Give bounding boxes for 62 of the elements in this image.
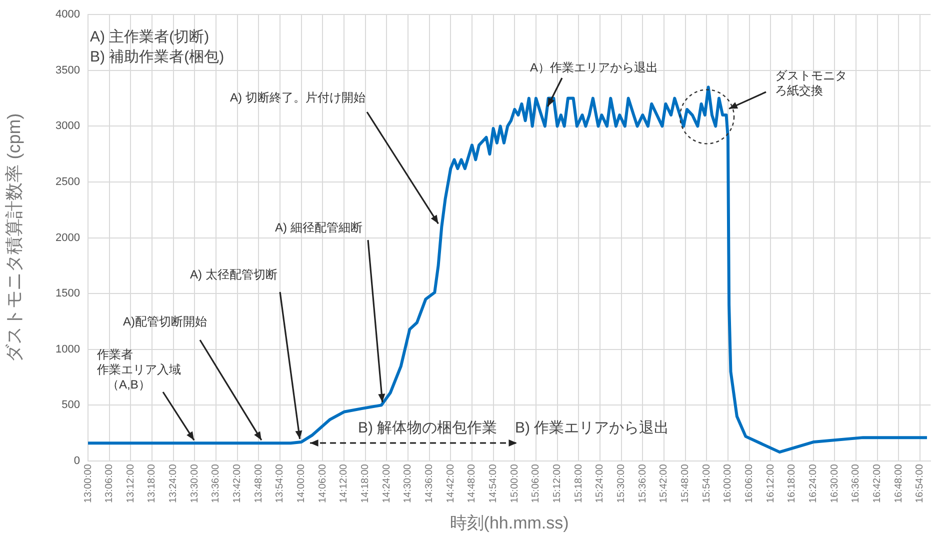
x-tick-label: 14:36:00 <box>424 464 436 503</box>
x-tick-label: 13:36:00 <box>210 464 222 503</box>
x-tick-label: 16:18:00 <box>786 464 798 503</box>
x-tick-label: 15:42:00 <box>658 464 670 503</box>
x-tick-label: 15:24:00 <box>594 464 606 503</box>
y-tick-label: 2000 <box>56 232 80 244</box>
x-tick-label: 13:18:00 <box>146 464 158 503</box>
x-tick-label: 13:00:00 <box>82 464 94 503</box>
x-tick-label: 14:12:00 <box>338 464 350 503</box>
x-tick-label: 16:12:00 <box>765 464 776 503</box>
x-tick-label: 15:18:00 <box>573 464 584 503</box>
x-tick-label: 16:42:00 <box>872 464 884 503</box>
x-tick-label: 14:30:00 <box>402 464 414 503</box>
x-tick-label: 15:30:00 <box>616 464 628 503</box>
x-axis-title: 時刻(hh.mm.ss) <box>450 513 569 532</box>
x-tick-label: 15:00:00 <box>509 464 520 503</box>
y-tick-label: 2500 <box>56 176 80 188</box>
x-tick-label: 14:00:00 <box>296 464 308 503</box>
x-tick-label: 16:06:00 <box>744 464 756 503</box>
annotation: B) 解体物の梱包作業 <box>358 420 498 437</box>
x-tick-label: 16:36:00 <box>850 464 862 503</box>
annotation: A) 切断終了。片付け開始 <box>230 90 366 104</box>
y-axis-title: ダストモニタ積算計数率 (cpm) <box>4 113 24 362</box>
x-tick-label: 15:54:00 <box>701 464 712 503</box>
y-tick-label: 3500 <box>56 64 80 76</box>
x-tick-label: 13:42:00 <box>232 464 244 503</box>
x-tick-label: 16:48:00 <box>893 464 904 503</box>
y-tick-label: 500 <box>62 399 80 412</box>
x-tick-label: 15:12:00 <box>552 464 564 503</box>
annotation: A)配管切断開始 <box>123 314 207 328</box>
x-tick-label: 15:48:00 <box>680 464 692 503</box>
annotation: 作業者作業エリア入域（A,B） <box>96 347 181 392</box>
x-tick-label: 15:36:00 <box>637 464 648 503</box>
y-tick-label: 1000 <box>56 343 80 356</box>
x-tick-label: 14:06:00 <box>317 464 328 503</box>
x-tick-label: 16:30:00 <box>829 464 840 503</box>
annotation: A) 主作業者(切断) <box>90 28 210 46</box>
x-tick-label: 13:24:00 <box>168 464 180 503</box>
x-tick-label: 14:54:00 <box>488 464 500 503</box>
x-tick-label: 13:54:00 <box>274 464 286 503</box>
x-tick-label: 16:00:00 <box>722 464 734 503</box>
annotation: A）作業エリアから退出 <box>530 60 658 74</box>
x-tick-label: 14:48:00 <box>466 464 478 503</box>
x-tick-label: 15:06:00 <box>530 464 542 503</box>
annotation: A) 細径配管細断 <box>275 220 362 234</box>
annotation: B) 作業エリアから退出 <box>515 420 670 437</box>
annotation: A) 太径配管切断 <box>190 267 278 282</box>
y-tick-label: 4000 <box>56 8 80 21</box>
y-tick-label: 0 <box>74 455 80 468</box>
x-tick-label: 13:12:00 <box>125 464 136 503</box>
annotation: B) 補助作業者(梱包) <box>90 48 224 66</box>
x-tick-label: 16:24:00 <box>808 464 820 503</box>
x-tick-label: 13:30:00 <box>189 464 200 503</box>
x-tick-label: 14:24:00 <box>381 464 392 503</box>
x-tick-label: 16:54:00 <box>914 464 926 503</box>
y-tick-label: 1500 <box>56 288 80 300</box>
x-tick-label: 14:18:00 <box>360 464 372 503</box>
x-tick-label: 13:06:00 <box>104 464 116 503</box>
y-tick-label: 3000 <box>56 120 80 132</box>
x-tick-label: 14:42:00 <box>445 464 456 503</box>
x-tick-label: 13:48:00 <box>253 464 264 503</box>
annotation: ダストモニタろ紙交換 <box>775 68 847 98</box>
